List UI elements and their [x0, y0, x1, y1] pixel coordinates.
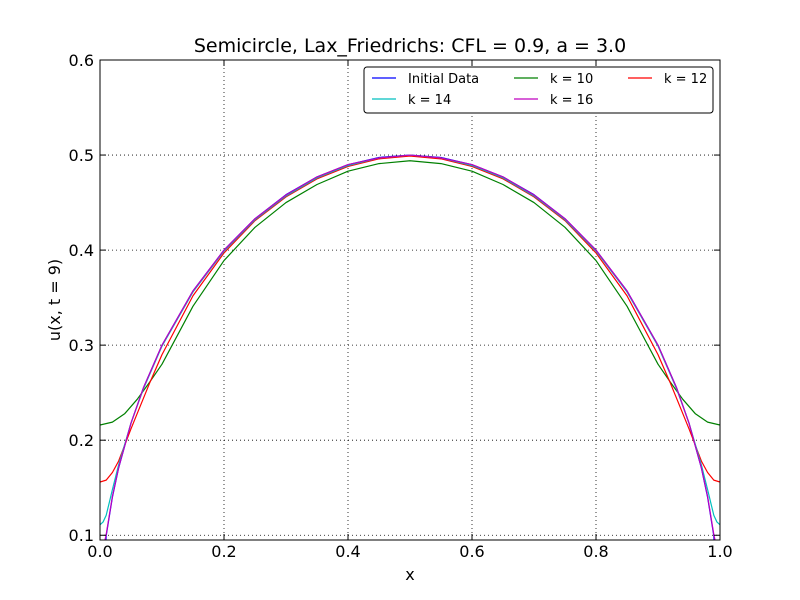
- legend-label: k = 12: [664, 72, 707, 87]
- grid-lines: [100, 60, 720, 540]
- y-tick-label: 0.4: [69, 241, 94, 260]
- x-tick-label: 0.8: [583, 542, 608, 561]
- series-group: [100, 154, 720, 540]
- series-line-3: [100, 155, 720, 483]
- chart-title: Semicircle, Lax_Friedrichs: CFL = 0.9, a…: [194, 35, 626, 57]
- x-tick-label: 0.2: [211, 542, 236, 561]
- series-line-5: [104, 154, 716, 540]
- y-tick-label: 0.2: [69, 431, 94, 450]
- legend-label: Initial Data: [408, 72, 479, 87]
- x-tick-label: 0.4: [335, 542, 360, 561]
- legend: Initial Data k = 10 k = 12 k = 14 k = 16: [363, 66, 714, 114]
- y-tick-label: 0.6: [69, 51, 94, 70]
- y-tick-label: 0.5: [69, 146, 94, 165]
- y-axis-ticks: 0.1 0.2 0.3 0.4 0.5 0.6: [69, 51, 720, 545]
- x-tick-label: 0.6: [459, 542, 484, 561]
- legend-label: k = 10: [550, 72, 593, 87]
- series-line-2: [100, 160, 720, 426]
- y-tick-label: 0.1: [69, 526, 94, 545]
- x-tick-label: 0.0: [87, 542, 112, 561]
- x-axis-ticks: 0.0 0.2 0.4 0.6 0.8 1.0: [87, 60, 733, 561]
- legend-label: k = 16: [550, 93, 593, 108]
- x-axis-label: x: [405, 565, 414, 584]
- x-tick-label: 1.0: [707, 542, 732, 561]
- y-tick-label: 0.3: [69, 336, 94, 355]
- plot-area: [100, 60, 720, 540]
- legend-frame: [363, 66, 714, 114]
- y-axis-label: u(x, t = 9): [45, 259, 64, 341]
- legend-label: k = 14: [408, 93, 451, 108]
- plot-frame: [99, 59, 721, 541]
